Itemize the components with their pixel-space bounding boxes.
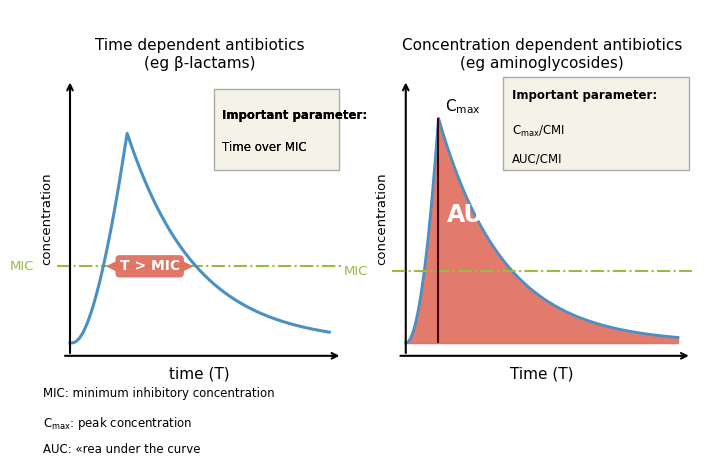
X-axis label: Time (T): Time (T) [510, 366, 574, 381]
Text: C$_\mathrm{max}$: peak concentration: C$_\mathrm{max}$: peak concentration [43, 415, 192, 432]
Text: AUC: AUC [447, 203, 501, 227]
Text: C$_\mathrm{max}$/CMI: C$_\mathrm{max}$/CMI [512, 123, 565, 139]
FancyBboxPatch shape [214, 89, 339, 170]
Text: Important parameter:: Important parameter: [222, 109, 368, 122]
Text: MIC: MIC [344, 265, 368, 278]
FancyBboxPatch shape [503, 77, 689, 170]
Text: Important parameter:: Important parameter: [222, 109, 368, 122]
Text: Time over MIC: Time over MIC [222, 141, 307, 154]
Y-axis label: concentration: concentration [40, 173, 53, 265]
Text: Important parameter:: Important parameter: [512, 89, 657, 102]
Text: AUC/CMI: AUC/CMI [512, 152, 563, 165]
Text: AUC: «rea under the curve: AUC: «rea under the curve [43, 443, 200, 456]
Title: Time dependent antibiotics
(eg β-lactams): Time dependent antibiotics (eg β-lactams… [95, 38, 304, 71]
Text: MIC: minimum inhibitory concentration: MIC: minimum inhibitory concentration [43, 387, 275, 400]
Text: T > MIC: T > MIC [120, 259, 180, 274]
Text: Time over MIC: Time over MIC [222, 141, 307, 154]
Title: Concentration dependent antibiotics
(eg aminoglycosides): Concentration dependent antibiotics (eg … [401, 38, 682, 71]
Text: C$_\mathrm{max}$: C$_\mathrm{max}$ [446, 97, 481, 116]
Y-axis label: concentration: concentration [375, 173, 388, 265]
X-axis label: time (T): time (T) [169, 366, 230, 381]
Text: MIC: MIC [10, 260, 34, 273]
